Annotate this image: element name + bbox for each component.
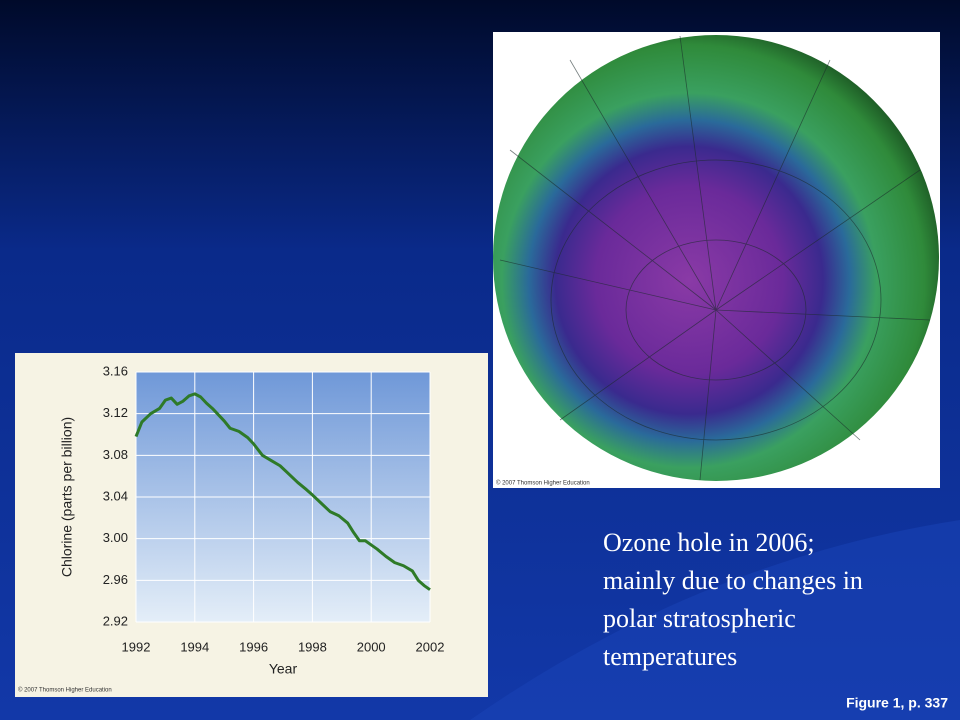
caption-line: temperatures bbox=[603, 642, 737, 671]
caption-line: Ozone hole in 2006; bbox=[603, 528, 815, 557]
x-tick-label: 1992 bbox=[122, 639, 151, 654]
x-axis-label: Year bbox=[269, 661, 298, 677]
ozone-image: © 2007 Thomson Higher Education bbox=[493, 32, 940, 488]
y-tick-label: 3.12 bbox=[103, 405, 128, 420]
y-tick-label: 3.16 bbox=[103, 363, 128, 378]
x-tick-label: 1996 bbox=[239, 639, 268, 654]
y-tick-label: 3.00 bbox=[103, 530, 128, 545]
x-tick-label: 2000 bbox=[357, 639, 386, 654]
y-tick-label: 3.04 bbox=[103, 488, 128, 503]
globe bbox=[493, 35, 939, 481]
y-tick-label: 3.08 bbox=[103, 447, 128, 462]
background-swoosh bbox=[470, 520, 960, 720]
chart-credit: © 2007 Thomson Higher Education bbox=[18, 687, 112, 694]
y-axis-label: Chlorine (parts per billion) bbox=[59, 417, 75, 577]
y-tick-label: 2.92 bbox=[103, 613, 128, 628]
caption-line: polar stratospheric bbox=[603, 604, 796, 633]
image-credit: © 2007 Thomson Higher Education bbox=[496, 480, 590, 487]
x-tick-label: 2002 bbox=[416, 639, 445, 654]
y-tick-label: 2.96 bbox=[103, 572, 128, 587]
globe-grid bbox=[499, 35, 931, 481]
data-line bbox=[134, 392, 431, 591]
chart: 2.92 2.96 3.00 3.04 3.08 3.12 3.16 1992 1994 1996… bbox=[18, 363, 444, 693]
caption-line: mainly due to changes in bbox=[603, 566, 863, 595]
x-tick-label: 1998 bbox=[298, 639, 327, 654]
x-tick-label: 1994 bbox=[180, 639, 209, 654]
figure-reference: Figure 1, p. 337 bbox=[846, 695, 948, 711]
